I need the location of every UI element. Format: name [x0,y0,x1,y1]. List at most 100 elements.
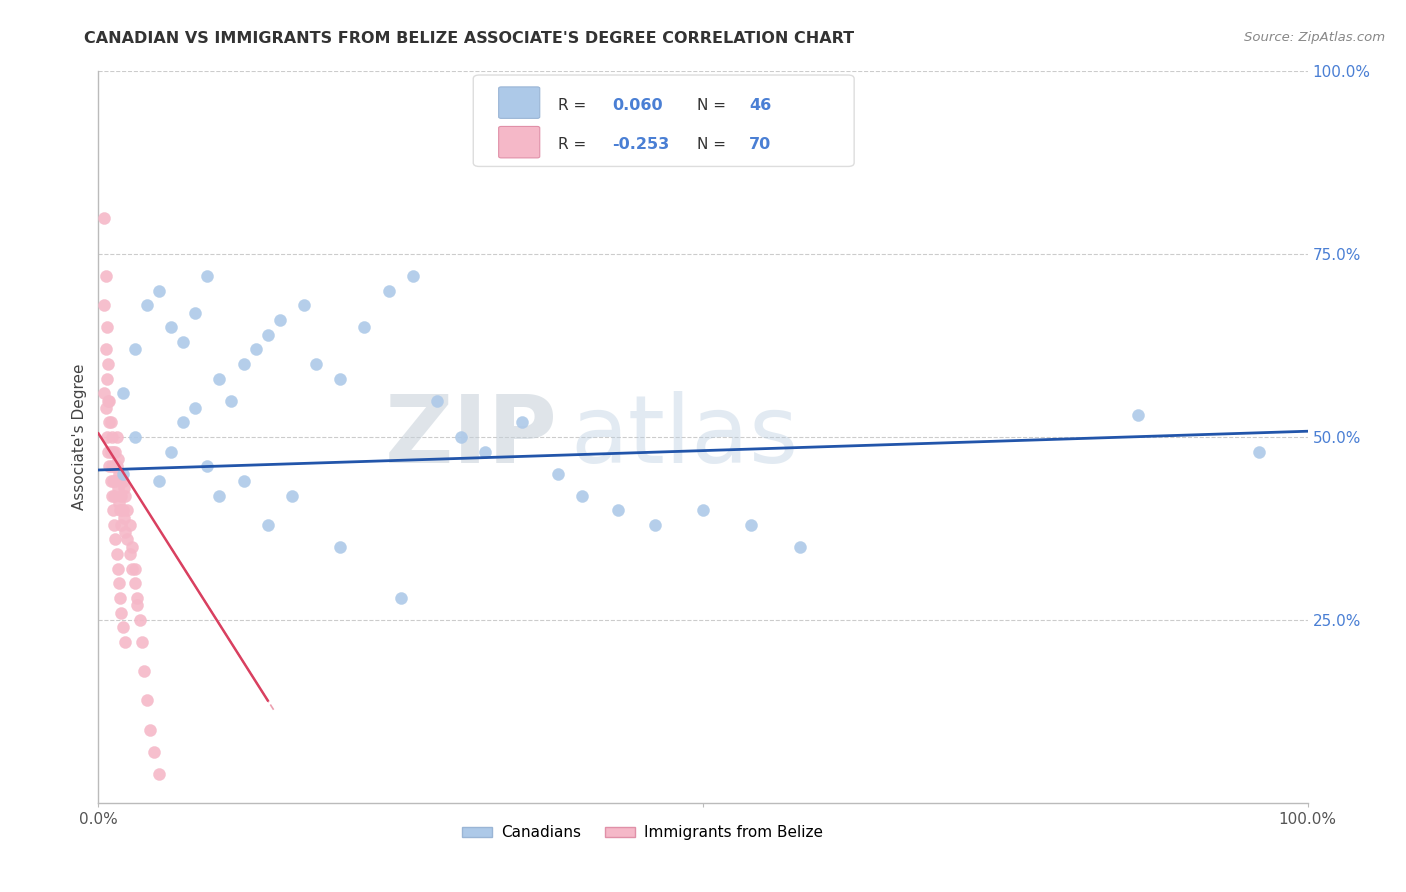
Text: ZIP: ZIP [385,391,558,483]
FancyBboxPatch shape [499,127,540,158]
Text: R =: R = [558,137,591,153]
Text: CANADIAN VS IMMIGRANTS FROM BELIZE ASSOCIATE'S DEGREE CORRELATION CHART: CANADIAN VS IMMIGRANTS FROM BELIZE ASSOC… [84,31,855,46]
Point [329,540,352,554]
Point [377,284,399,298]
Point [105,547,128,561]
Point [97,393,120,408]
Text: N =: N = [697,137,731,153]
Point [98,459,121,474]
Point [121,562,143,576]
Point [135,693,157,707]
Point [139,723,162,737]
Point [108,503,131,517]
Point [100,430,122,444]
Point [97,357,120,371]
Point [245,343,267,357]
Point [101,474,124,488]
Point [547,467,569,481]
Point [131,635,153,649]
Point [104,533,127,547]
Text: Source: ZipAtlas.com: Source: ZipAtlas.com [1244,31,1385,45]
Point [607,503,630,517]
Point [96,430,118,444]
Point [184,401,207,415]
Point [426,393,449,408]
Point [111,503,134,517]
Point [208,371,231,385]
Point [105,430,128,444]
Point [107,452,129,467]
Point [112,481,135,495]
Point [104,444,127,458]
Point [644,517,666,532]
Point [232,474,254,488]
Point [100,474,122,488]
Point [195,459,218,474]
Point [107,481,129,495]
Point [111,474,134,488]
Point [1249,444,1271,458]
Point [110,606,132,620]
Point [127,599,149,613]
Point [353,320,375,334]
Point [135,298,157,312]
Point [740,517,762,532]
Point [93,211,115,225]
Text: 0.060: 0.060 [613,98,664,112]
Y-axis label: Associate's Degree: Associate's Degree [72,364,87,510]
Point [450,430,472,444]
Point [124,343,146,357]
Point [103,489,125,503]
Point [121,540,143,554]
Point [108,474,131,488]
Legend: Canadians, Immigrants from Belize: Canadians, Immigrants from Belize [456,819,830,847]
Point [100,459,122,474]
Point [184,306,207,320]
Point [281,489,304,503]
Text: -0.253: -0.253 [613,137,669,153]
Point [195,269,218,284]
Point [172,416,194,430]
Point [692,503,714,517]
Point [402,269,425,284]
Point [148,766,170,780]
Point [117,503,139,517]
Point [256,327,278,342]
Point [97,444,120,458]
Point [118,547,141,561]
Point [128,613,150,627]
Text: atlas: atlas [569,391,799,483]
Point [118,517,141,532]
Point [100,489,122,503]
Point [94,269,117,284]
Point [98,393,121,408]
Point [94,401,117,415]
Point [103,459,125,474]
Point [98,416,121,430]
Point [256,517,278,532]
Point [305,357,328,371]
Text: R =: R = [558,98,591,112]
Point [148,474,170,488]
Point [1128,408,1150,422]
Point [510,416,533,430]
Point [94,343,117,357]
Point [221,393,243,408]
Point [103,517,125,532]
FancyBboxPatch shape [499,87,540,119]
Point [96,371,118,385]
Point [101,503,124,517]
Point [108,576,131,591]
Point [389,591,412,605]
Point [134,664,156,678]
Point [789,540,811,554]
Point [160,444,183,458]
Point [292,298,315,312]
Text: 70: 70 [749,137,772,153]
Point [329,371,352,385]
FancyBboxPatch shape [474,75,855,167]
Point [571,489,593,503]
Point [114,635,136,649]
Point [111,467,134,481]
Point [111,386,134,401]
